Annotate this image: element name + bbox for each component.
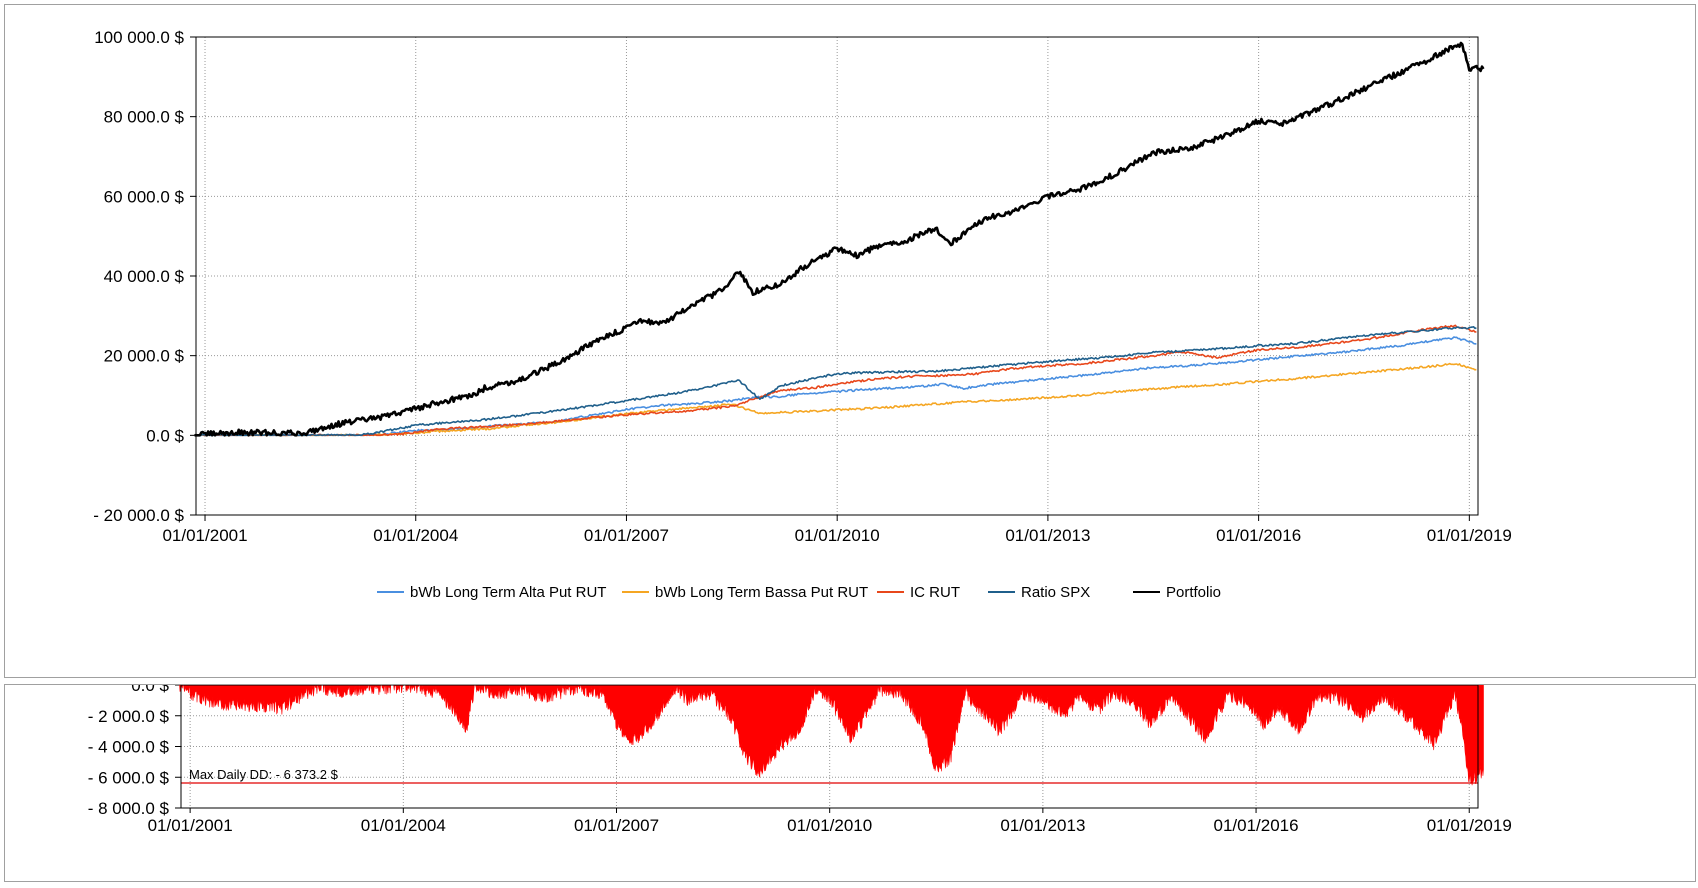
x-tick-label: 01/01/2013	[1005, 526, 1090, 545]
y-tick-label: - 4 000.0 $	[88, 738, 170, 757]
y-tick-label: - 20 000.0 $	[93, 506, 184, 525]
x-tick-label: 01/01/2004	[373, 526, 458, 545]
x-tick-label: 01/01/2007	[584, 526, 669, 545]
max-drawdown-label: Max Daily DD: - 6 373.2 $	[189, 767, 339, 782]
legend-label: Portfolio	[1166, 584, 1221, 601]
y-tick-label: 60 000.0 $	[104, 187, 185, 206]
x-tick-label: 01/01/2001	[162, 526, 247, 545]
grid	[190, 36, 1478, 521]
y-tick-label: - 2 000.0 $	[88, 707, 170, 726]
y-tick-label: 100 000.0 $	[94, 28, 184, 47]
legend-item: IC RUT	[877, 584, 960, 601]
legend-label: IC RUT	[910, 584, 960, 601]
x-tick-label: 01/01/2007	[574, 816, 659, 835]
equity-chart: - 20 000.0 $ 0.0 $ 20 000.0 $ 40 000.0 $ 60 …	[93, 28, 1512, 601]
x-tick-label: 01/01/2010	[795, 526, 880, 545]
legend-label: Ratio SPX	[1021, 584, 1090, 601]
legend-item: Portfolio	[1133, 584, 1221, 601]
x-tick-label: 01/01/2001	[148, 816, 233, 835]
drawdown-area	[179, 685, 1484, 786]
legend-item: Ratio SPX	[988, 584, 1090, 601]
legend: bWb Long Term Alta Put RUT bWb Long Term …	[377, 584, 1221, 601]
series-line-ratio-spx	[197, 326, 1477, 437]
x-tick-label: 01/01/2010	[787, 816, 872, 835]
legend-label: bWb Long Term Bassa Put RUT	[655, 584, 868, 601]
legend-label: bWb Long Term Alta Put RUT	[410, 584, 606, 601]
y-tick-label: 0.0 $	[146, 426, 184, 445]
series-line-ic-rut	[197, 324, 1477, 437]
y-tick-label: 80 000.0 $	[104, 108, 185, 127]
y-tick-label: 0.0 $	[131, 685, 169, 695]
x-tick-label: 01/01/2019	[1427, 526, 1512, 545]
plot-frame	[195, 36, 1479, 516]
equity-chart-panel: - 20 000.0 $ 0.0 $ 20 000.0 $ 40 000.0 $ 60 …	[4, 4, 1696, 678]
legend-item: bWb Long Term Alta Put RUT	[377, 584, 606, 601]
legend-item: bWb Long Term Bassa Put RUT	[622, 584, 868, 601]
series-line-bwb-long-term-alta-put-rut	[198, 336, 1477, 437]
series-line-portfolio	[194, 41, 1485, 437]
y-tick-label: - 8 000.0 $	[88, 799, 170, 818]
x-tick-label: 01/01/2019	[1427, 816, 1512, 835]
y-tick-label: 20 000.0 $	[104, 347, 185, 366]
x-tick-label: 01/01/2016	[1214, 816, 1299, 835]
x-tick-label: 01/01/2016	[1216, 526, 1301, 545]
drawdown-plot: 0.0 $ - 2 000.0 $ - 4 000.0 $ - 6 000.0 $ - …	[88, 685, 1512, 835]
drawdown-chart: 0.0 $ - 2 000.0 $ - 4 000.0 $ - 6 000.0 $ - …	[88, 685, 1512, 835]
drawdown-chart-panel: 0.0 $ - 2 000.0 $ - 4 000.0 $ - 6 000.0 $ - …	[4, 684, 1696, 882]
x-tick-label: 01/01/2013	[1000, 816, 1085, 835]
y-tick-label: 40 000.0 $	[104, 267, 185, 286]
plot-frame	[180, 685, 1479, 809]
y-tick-label: - 6 000.0 $	[88, 768, 170, 787]
x-tick-label: 01/01/2004	[361, 816, 446, 835]
